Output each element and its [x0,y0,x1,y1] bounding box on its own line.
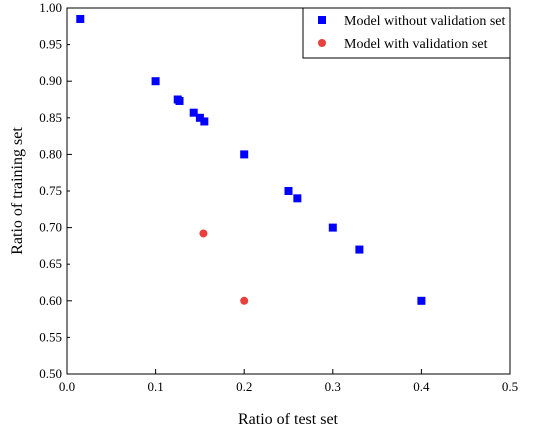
y-tick-label: 0.80 [39,146,62,161]
data-points [76,14,426,305]
legend-box [302,7,511,59]
y-tick-label: 0.85 [39,110,62,125]
legend-marker-without-validation [318,16,326,24]
y-tick-label: 0.70 [39,220,62,235]
point-without-validation [151,77,160,86]
point-without-validation [284,187,293,195]
x-tick-label: 0.5 [502,379,518,394]
y-tick-label: 1.00 [39,0,62,15]
y-tick-label: 0.65 [39,256,62,271]
point-without-validation [195,113,204,122]
point-without-validation [175,96,184,105]
legend: Model without validation set Model with … [302,7,511,59]
x-axis: 0.0 0.1 0.2 0.3 0.4 0.5 [59,369,518,394]
point-with-validation [199,229,208,238]
legend-label-without-validation: Model without validation set [344,14,505,29]
x-tick-label: 0.1 [147,379,163,394]
point-without-validation [355,245,364,254]
y-tick-label: 0.75 [39,183,62,198]
point-without-validation [200,117,209,126]
point-without-validation [417,296,426,305]
point-without-validation [328,223,337,232]
y-tick-label: 0.50 [39,366,62,381]
point-without-validation [189,108,198,117]
y-tick-label: 0.55 [39,329,62,344]
y-axis: 0.50 0.55 0.60 0.65 0.70 0.75 0.80 0.85 0.90 0.95… [39,0,72,381]
x-tick-label: 0.4 [413,379,430,394]
point-with-validation [240,296,249,305]
y-tick-label: 0.60 [39,293,62,308]
point-without-validation [76,14,85,23]
x-tick-label: 0.3 [325,379,341,394]
y-axis-title: Ratio of training set [9,127,26,255]
legend-marker-with-validation [318,39,326,47]
x-tick-label: 0.2 [236,379,252,394]
legend-label-with-validation: Model with validation set [344,37,488,52]
point-without-validation [293,194,302,203]
x-axis-title: Ratio of test set [238,411,339,428]
y-tick-label: 0.90 [39,73,62,88]
x-tick-label: 0.0 [59,379,75,394]
y-tick-label: 0.95 [39,37,62,52]
point-without-validation [240,150,249,159]
